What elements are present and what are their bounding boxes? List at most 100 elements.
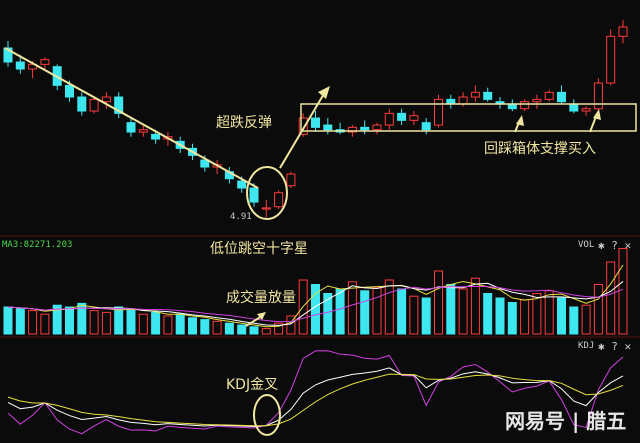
candle-body	[114, 96, 124, 114]
support-box	[300, 103, 637, 132]
kdj-title: KDJ	[578, 341, 595, 351]
kdj-j-line	[7, 350, 624, 435]
volume-bar	[347, 281, 357, 335]
volume-bar	[151, 311, 161, 335]
volume-bar	[409, 295, 419, 335]
volume-bar	[372, 286, 382, 335]
candle-body	[151, 133, 161, 140]
volume-bar	[77, 302, 87, 335]
candle-body	[89, 98, 99, 112]
volume-bar	[384, 279, 394, 335]
candle-body	[434, 98, 443, 126]
volume-ma-line	[7, 281, 624, 326]
candle-body	[569, 103, 579, 112]
candle-body	[138, 129, 148, 133]
candle-body	[384, 112, 394, 126]
low-price-label: 4.91	[230, 212, 252, 222]
arrow-head	[318, 86, 330, 99]
volume-bar	[335, 288, 345, 335]
volume-bar	[606, 261, 616, 335]
arrow-line	[245, 315, 263, 327]
volume-bar	[15, 308, 25, 335]
volume-bar	[483, 293, 493, 335]
volume-bar	[446, 284, 456, 335]
volume-bar	[3, 306, 13, 335]
kdj-d-line	[7, 373, 624, 427]
vol-ma-label: MA3:82271.203	[2, 240, 73, 250]
annotation-box-support: 回踩箱体支撑买入	[484, 141, 596, 157]
watermark: 网易号 | 腊五	[505, 409, 627, 433]
candle-body	[237, 180, 247, 189]
annotation-volume-up: 成交量放量	[226, 290, 296, 306]
volume-bar	[28, 310, 38, 335]
volume-bar	[274, 322, 284, 335]
volume-bar	[212, 320, 222, 335]
volume-bar	[286, 315, 296, 335]
vol-title: VOL	[578, 240, 595, 250]
candle-body	[360, 126, 370, 131]
volume-bar	[261, 328, 271, 335]
annotation-rebound: 超跌反弹	[216, 115, 272, 131]
volume-ma-line	[7, 285, 624, 323]
candle-body	[397, 112, 407, 121]
candle-body	[261, 207, 271, 210]
candle-body	[347, 126, 357, 133]
volume-bar	[544, 290, 554, 335]
volume-bar	[224, 322, 234, 335]
trend-line	[4, 47, 259, 189]
candle-body	[372, 124, 382, 131]
candle-body	[101, 96, 111, 103]
candle-body	[421, 122, 431, 131]
volume-bar	[434, 270, 443, 335]
candle-body	[65, 84, 74, 98]
volume-bar	[507, 302, 517, 335]
candle-body	[458, 96, 468, 105]
candle-body	[311, 117, 320, 128]
volume-bar	[188, 317, 197, 335]
arrow-head	[257, 312, 266, 320]
annotation-kdj-cross: KDJ金叉	[226, 377, 279, 393]
volume-bar	[520, 299, 530, 335]
candle-body	[618, 26, 628, 37]
candle-body	[323, 124, 333, 131]
volume-bar	[360, 290, 370, 335]
volume-bar	[114, 306, 124, 335]
candle-body	[3, 47, 13, 63]
candle-body	[40, 59, 50, 65]
candle-body	[483, 91, 493, 100]
volume-bar	[532, 293, 542, 335]
volume-bar	[323, 293, 333, 335]
volume-bar	[249, 326, 259, 335]
arrow-head	[516, 115, 524, 126]
volume-bar	[163, 315, 173, 335]
candle-body	[606, 35, 616, 84]
volume-bar	[237, 324, 247, 335]
volume-bar	[200, 319, 210, 335]
volume-bar	[569, 306, 579, 335]
highlight-ellipse	[253, 394, 281, 436]
candle-body	[15, 61, 25, 70]
candle-body	[298, 117, 308, 135]
highlight-ellipse	[246, 166, 288, 220]
volume-bar	[175, 313, 185, 335]
volume-bar	[458, 288, 468, 335]
volume-bar	[470, 277, 480, 335]
annotation-gap-doji: 低位跳空十字星	[210, 241, 308, 257]
candle-body	[544, 91, 554, 100]
volume-bar	[618, 248, 628, 335]
volume-bar	[593, 284, 603, 335]
volume-bar	[126, 308, 136, 335]
volume-bar	[421, 297, 431, 335]
panel-controls-vol[interactable]: ✱ ? ✕	[598, 239, 632, 252]
volume-bar	[101, 311, 111, 335]
candle-body	[274, 192, 284, 208]
candle-body	[126, 122, 136, 133]
candle-body	[593, 82, 603, 110]
panel-controls-kdj[interactable]: ✱ ? ✕	[598, 340, 632, 353]
candle-body	[77, 96, 87, 112]
volume-bar	[397, 288, 407, 335]
volume-bar	[138, 313, 148, 335]
candle-body	[409, 115, 419, 121]
